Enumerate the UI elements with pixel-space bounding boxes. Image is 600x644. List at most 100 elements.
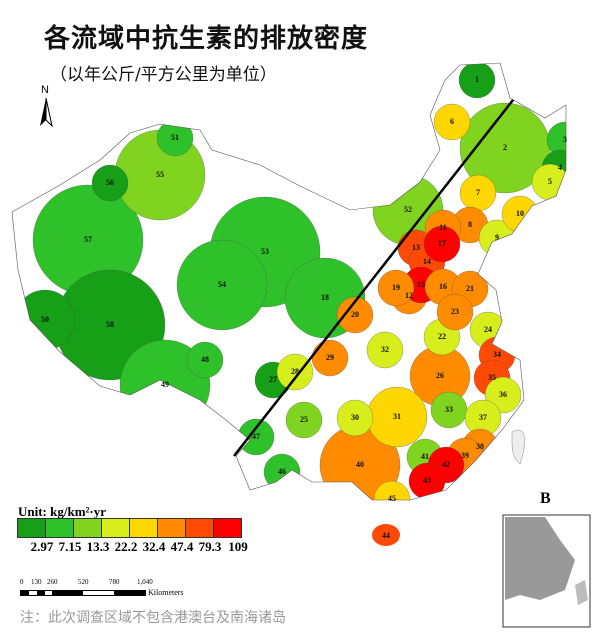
region-label: 57 bbox=[84, 235, 92, 244]
region-label: 58 bbox=[106, 320, 114, 329]
legend-label: 109 bbox=[228, 539, 248, 554]
region-shape-25 bbox=[285, 401, 323, 439]
region-label: 52 bbox=[404, 205, 412, 214]
north-label: N bbox=[41, 84, 49, 96]
region-shape-17 bbox=[423, 225, 461, 263]
region-label: 55 bbox=[156, 170, 164, 179]
region-shape-19 bbox=[377, 269, 415, 307]
region-shape-6 bbox=[433, 103, 471, 141]
legend-label: 79.3 bbox=[198, 539, 222, 554]
region-label: 53 bbox=[261, 247, 269, 256]
region-label: 9 bbox=[495, 233, 499, 242]
legend-swatch bbox=[102, 519, 130, 537]
basin-regions bbox=[14, 63, 566, 500]
region-label: 44 bbox=[382, 531, 390, 540]
legend-label: 7.15 bbox=[58, 539, 82, 554]
scale-tick: 780 bbox=[109, 578, 120, 586]
region-label: 26 bbox=[436, 371, 444, 380]
region-label: 39 bbox=[461, 451, 469, 460]
region-shape-32 bbox=[366, 331, 404, 369]
region-label: 10 bbox=[516, 209, 524, 218]
region-label: 25 bbox=[300, 415, 308, 424]
region-label: 28 bbox=[291, 367, 299, 376]
north-arrow bbox=[40, 97, 53, 128]
region-shape-23 bbox=[436, 293, 474, 331]
hu-line bbox=[233, 99, 514, 457]
legend-label: 2.97 bbox=[30, 539, 54, 554]
legend-labels: 2.97 7.15 13.3 22.2 32.4 47.4 79.3 109 bbox=[28, 539, 252, 555]
region-label: 21 bbox=[466, 284, 474, 293]
region-shape-45 bbox=[373, 480, 411, 500]
region-label: 12 bbox=[405, 291, 413, 300]
region-label: 40 bbox=[356, 460, 364, 469]
region-label: 30 bbox=[351, 413, 359, 422]
region-shape-56 bbox=[91, 164, 129, 202]
region-label: 4 bbox=[558, 163, 562, 172]
region-label: 15 bbox=[417, 280, 425, 289]
region-shape-54 bbox=[176, 239, 268, 331]
region-label: 18 bbox=[321, 293, 329, 302]
region-label: 31 bbox=[393, 412, 401, 421]
region-label: 46 bbox=[278, 467, 286, 476]
scale-tick: 1,040 bbox=[137, 578, 153, 586]
region-label: 32 bbox=[381, 345, 389, 354]
region-label: 50 bbox=[41, 315, 49, 324]
region-label: 34 bbox=[493, 350, 501, 359]
region-label: 51 bbox=[171, 133, 179, 142]
legend-swatch bbox=[18, 519, 46, 537]
south-china-sea-inset bbox=[502, 514, 591, 628]
scale-tick: 260 bbox=[47, 578, 58, 586]
map-title: 各流域中抗生素的排放密度 bbox=[44, 24, 369, 54]
scale-tick: 130 bbox=[31, 578, 42, 586]
footnote: 注：此次调查区域不包含港澳台及南海诸岛 bbox=[20, 610, 286, 626]
region-label: 29 bbox=[326, 353, 334, 362]
scale-unit: Kilometers bbox=[148, 588, 184, 597]
legend-label: 47.4 bbox=[170, 539, 194, 554]
map-subtitle: （以年公斤/平方公里为单位） bbox=[50, 65, 277, 85]
region-label: 43 bbox=[423, 476, 431, 485]
legend-label: 13.3 bbox=[86, 539, 110, 554]
region-label: 17 bbox=[438, 239, 446, 248]
inset-label: B bbox=[540, 490, 551, 507]
region-label: 8 bbox=[468, 220, 472, 229]
region-label: 27 bbox=[269, 375, 277, 384]
region-shape-30 bbox=[336, 399, 374, 437]
region-label: 45 bbox=[388, 494, 396, 503]
legend-swatch bbox=[186, 519, 214, 537]
legend-color-bar bbox=[17, 518, 242, 538]
region-label: 11 bbox=[439, 223, 447, 232]
region-label: 49 bbox=[161, 380, 169, 389]
region-label: 41 bbox=[421, 452, 429, 461]
region-label: 24 bbox=[484, 325, 492, 334]
region-label: 2 bbox=[503, 143, 507, 152]
region-label: 37 bbox=[479, 413, 487, 422]
region-label: 5 bbox=[548, 177, 552, 186]
legend-label: 22.2 bbox=[114, 539, 138, 554]
region-shape-44 bbox=[372, 524, 400, 546]
region-label: 23 bbox=[451, 307, 459, 316]
region-label: 35 bbox=[488, 373, 496, 382]
taiwan-shape bbox=[511, 429, 525, 465]
region-label: 56 bbox=[106, 178, 114, 187]
legend-title: Unit: kg/km²·yr bbox=[18, 504, 107, 519]
legend-swatch bbox=[158, 519, 186, 537]
legend-swatch bbox=[130, 519, 158, 537]
region-label: 20 bbox=[351, 310, 359, 319]
region-label: 33 bbox=[445, 405, 453, 414]
region-label: 14 bbox=[423, 257, 431, 266]
region-label: 47 bbox=[252, 432, 260, 441]
scale-tick: 0 bbox=[20, 578, 24, 586]
legend-swatch bbox=[214, 519, 241, 537]
region-label: 1 bbox=[475, 75, 479, 84]
legend-swatch bbox=[46, 519, 74, 537]
region-label: 38 bbox=[476, 442, 484, 451]
region-shape-28 bbox=[276, 353, 314, 391]
legend-swatch bbox=[74, 519, 102, 537]
region-label: 13 bbox=[412, 243, 420, 252]
region-label: 7 bbox=[476, 188, 480, 197]
scale-tick: 520 bbox=[78, 578, 89, 586]
region-shape-1 bbox=[458, 63, 496, 99]
